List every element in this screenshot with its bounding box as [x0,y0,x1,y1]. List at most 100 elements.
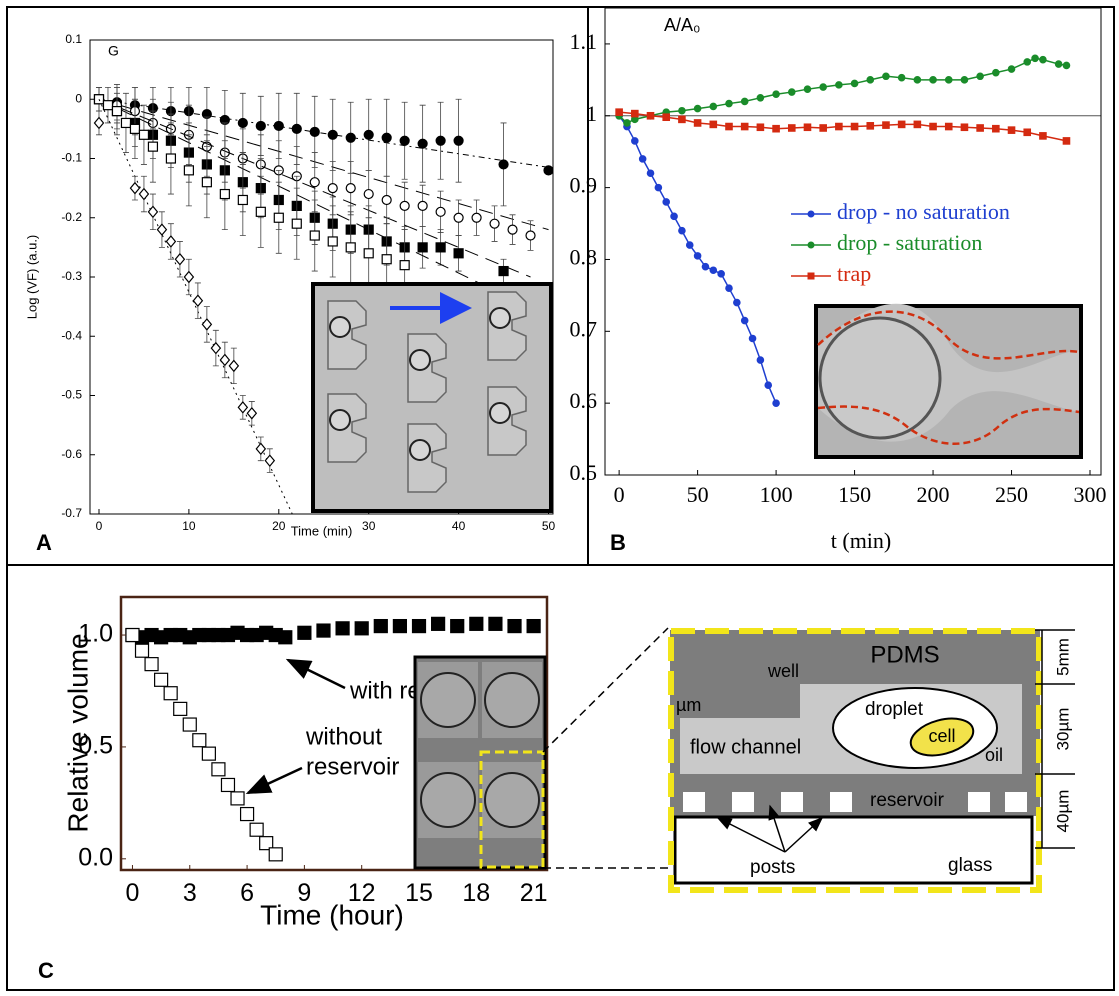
label: flow channel [690,736,801,758]
marker [789,89,795,95]
marker [946,77,952,83]
dimension-label: 40µm [1053,790,1072,833]
marker [103,101,112,110]
x-axis-title: Time (min) [291,523,353,538]
marker [508,225,517,234]
annotation: without [305,723,382,750]
x-axis-title: Time (hour) [260,899,404,930]
marker [364,190,373,199]
legend-marker [808,273,815,280]
x-tick-label: 3 [183,879,197,907]
marker [489,617,502,630]
marker [851,123,857,129]
label: oil [985,745,1003,765]
marker [702,263,708,269]
marker [804,86,810,92]
label: droplet [865,699,924,720]
y-tick-label: 0.5 [570,460,598,485]
inset-image [313,284,551,511]
marker [734,299,740,305]
marker [436,136,445,145]
marker [1063,62,1069,68]
marker [292,219,301,228]
marker [382,133,391,142]
marker [993,69,999,75]
marker [328,237,337,246]
marker [238,118,247,127]
y-tick-label: -0.4 [61,328,82,342]
marker [741,123,747,129]
marker [499,267,508,276]
marker [112,107,121,116]
marker [789,125,795,131]
marker [202,747,215,760]
x-tick-label: 200 [917,482,950,507]
marker [1055,61,1061,67]
label: cell [928,726,955,746]
y-tick-label: -0.6 [61,447,82,461]
y-tick-label: 0.8 [570,245,598,270]
annotation: G [108,43,119,59]
x-tick-label: 0 [96,519,103,533]
marker [961,77,967,83]
marker [671,213,677,219]
legend-label: drop - saturation [837,230,982,255]
marker [221,778,234,791]
marker [346,133,355,142]
marker [773,126,779,132]
marker [279,631,292,644]
x-tick-label: 18 [462,879,490,907]
label: µm [676,695,701,715]
marker [694,120,700,126]
marker [155,673,168,686]
marker [757,357,763,363]
marker [174,702,187,715]
marker [726,285,732,291]
y-tick-label: 0.6 [570,388,598,413]
marker [231,792,244,805]
marker [274,213,283,222]
marker [687,242,693,248]
marker [328,184,337,193]
marker [418,139,427,148]
marker [804,124,810,130]
x-tick-label: 15 [405,879,433,907]
marker [898,74,904,80]
y-axis-title: A/A₀ [664,15,700,35]
droplet [485,773,539,827]
marker [436,207,445,216]
marker [1063,138,1069,144]
x-tick-label: 10 [182,519,196,533]
marker [250,823,263,836]
marker [851,80,857,86]
marker [710,103,716,109]
marker [184,166,193,175]
marker [400,136,409,145]
marker [317,624,330,637]
bead [490,403,510,423]
x-tick-label: 300 [1074,482,1107,507]
marker [212,763,225,776]
marker [694,105,700,111]
marker [639,156,645,162]
legend-marker [808,242,815,249]
marker [374,620,387,633]
marker [364,249,373,258]
label: PDMS [870,641,939,668]
marker [269,848,282,861]
marker [679,228,685,234]
droplet [485,673,539,727]
bead [330,410,350,430]
droplet [820,318,940,438]
marker [454,213,463,222]
marker [1032,55,1038,61]
marker [632,110,638,116]
x-tick-label: 21 [520,879,548,907]
label: well [767,661,799,681]
marker [773,400,779,406]
marker [310,231,319,240]
marker [1024,59,1030,65]
x-tick-label: 0 [126,879,140,907]
marker [616,109,622,115]
marker [679,108,685,114]
